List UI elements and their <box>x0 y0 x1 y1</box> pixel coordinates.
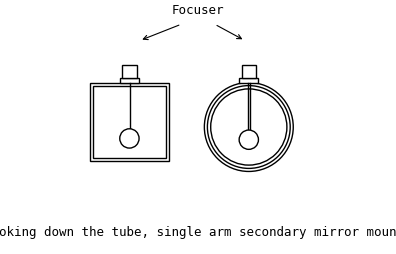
Circle shape <box>208 86 290 168</box>
Bar <box>90 83 169 161</box>
Bar <box>93 86 166 158</box>
Circle shape <box>211 89 287 165</box>
Circle shape <box>204 83 293 171</box>
Circle shape <box>120 129 139 148</box>
Text: Focuser: Focuser <box>172 4 224 17</box>
Bar <box>242 65 256 78</box>
Text: Looking down the tube, single arm secondary mirror mount.: Looking down the tube, single arm second… <box>0 226 396 239</box>
Bar <box>239 78 259 83</box>
Circle shape <box>239 130 259 149</box>
Bar <box>120 78 139 83</box>
Bar <box>122 65 137 78</box>
